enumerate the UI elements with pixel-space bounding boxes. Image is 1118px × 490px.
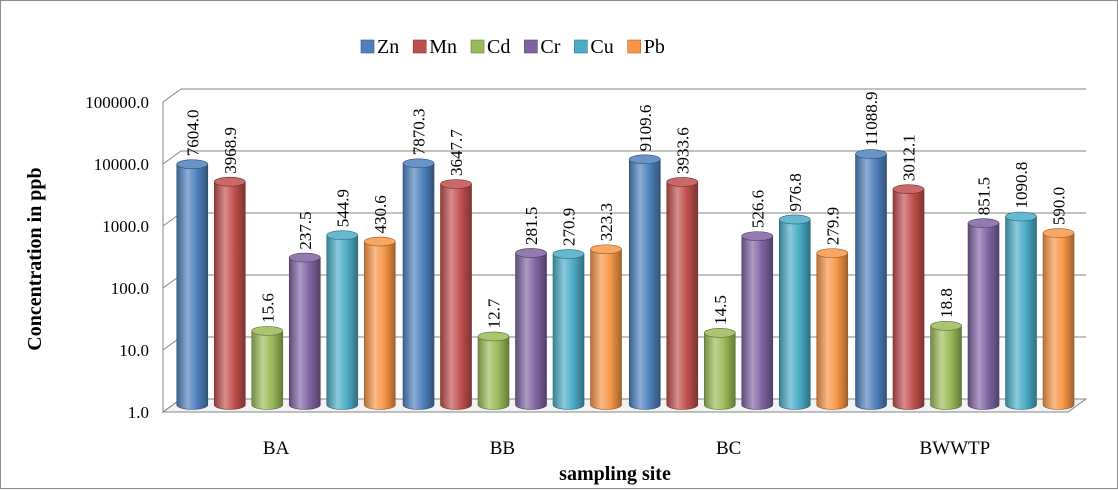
y-tick-label: 100.0 <box>111 279 149 298</box>
data-label-mn-bb: 3647.7 <box>447 129 466 176</box>
bar-cu-bb <box>552 249 585 410</box>
category-label-ba: BA <box>263 438 290 459</box>
bar-cd-bc <box>703 328 736 410</box>
bar-cu-bc <box>778 214 811 410</box>
data-label-cr-ba: 237.5 <box>296 211 315 249</box>
data-label-pb-bc: 279.9 <box>823 207 842 245</box>
data-label-cu-bc: 976.8 <box>786 173 805 211</box>
data-label-cd-bb: 12.7 <box>485 298 504 328</box>
bar-mn-bc <box>666 177 699 410</box>
bar-cu-ba <box>326 230 359 410</box>
legend-item-cd: Cd <box>470 36 510 58</box>
y-tick-label: 1000.0 <box>102 217 149 236</box>
data-label-mn-bwwtp: 3012.1 <box>900 134 919 181</box>
data-label-cr-bwwtp: 851.5 <box>975 177 994 215</box>
legend-swatch <box>574 39 588 54</box>
bar-mn-bwwtp <box>892 184 925 410</box>
y-tick-label: 100000.0 <box>85 93 149 112</box>
legend: Zn Mn Cd Cr Cu Pb <box>360 36 665 58</box>
data-label-cr-bb: 281.5 <box>522 207 541 245</box>
data-label-cu-bwwtp: 1090.8 <box>1012 162 1031 209</box>
data-label-zn-bwwtp: 11088.9 <box>862 91 881 146</box>
bar-cr-bwwtp <box>967 218 1000 410</box>
bar-pb-bwwtp <box>1042 228 1075 410</box>
data-label-pb-bwwtp: 590.0 <box>1050 187 1069 225</box>
bar-zn-ba <box>176 159 209 410</box>
data-label-cu-bb: 270.9 <box>560 208 579 246</box>
data-label-mn-ba: 3968.9 <box>221 127 240 174</box>
data-label-pb-bb: 323.3 <box>597 203 616 241</box>
gridline <box>162 88 1086 103</box>
category-label-bwwtp: BWWTP <box>920 438 991 459</box>
legend-item-pb: Pb <box>627 36 665 58</box>
bar-cd-bwwtp <box>930 321 962 410</box>
legend-item-zn: Zn <box>360 36 399 58</box>
bar-pb-bc <box>816 248 849 410</box>
data-label-zn-ba: 7604.0 <box>183 109 202 156</box>
data-label-mn-bc: 3933.6 <box>673 127 692 174</box>
data-label-zn-bb: 7870.3 <box>410 109 429 156</box>
bar-cr-bb <box>515 248 547 410</box>
bar-zn-bwwtp <box>855 149 887 410</box>
legend-label: Cd <box>487 36 510 58</box>
bar-cr-ba <box>288 252 321 410</box>
y-tick-label: 10.0 <box>119 341 149 360</box>
legend-item-mn: Mn <box>412 36 457 58</box>
bar-cu-bwwtp <box>1005 211 1037 410</box>
bar-pb-bb <box>590 244 622 410</box>
bar-zn-bc <box>628 154 661 410</box>
data-label-cd-bc: 14.5 <box>711 295 730 325</box>
legend-label: Zn <box>377 36 399 58</box>
legend-label: Cr <box>540 36 560 58</box>
category-label-bc: BC <box>716 438 741 459</box>
bar-zn-bb <box>402 158 435 410</box>
legend-swatch <box>470 39 485 54</box>
bar-mn-bb <box>440 179 472 410</box>
y-axis-title: Concentration in ppb <box>24 167 46 350</box>
bar-cd-bb <box>477 331 510 410</box>
legend-swatch <box>412 39 427 54</box>
x-axis-title: sampling site <box>559 463 671 485</box>
bar-cd-ba <box>251 326 284 410</box>
bars <box>176 149 1075 410</box>
bar-pb-ba <box>363 236 396 410</box>
category-labels: BA BB BC BWWTP <box>263 438 990 459</box>
legend-swatch <box>627 39 642 54</box>
category-label-bb: BB <box>490 438 515 459</box>
data-label-cd-bwwtp: 18.8 <box>937 288 956 318</box>
legend-label: Mn <box>429 36 457 58</box>
data-labels: 7604.0 3968.9 15.6 237.5 544.9 430.6 7870.3 364… <box>183 91 1068 328</box>
legend-item-cu: Cu <box>574 36 614 58</box>
data-label-cr-bc: 526.6 <box>748 190 767 228</box>
y-tick-labels: 1.0 10.0 100.0 1000.0 10000.0 100000.0 <box>85 93 149 422</box>
legend-swatch <box>524 39 538 54</box>
y-tick-label: 10000.0 <box>94 155 149 174</box>
data-label-cd-ba: 15.6 <box>258 293 277 323</box>
legend-item-cr: Cr <box>524 36 561 58</box>
data-label-zn-bc: 9109.6 <box>636 105 655 152</box>
data-label-pb-ba: 430.6 <box>371 195 390 233</box>
y-tick-label: 1.0 <box>128 403 149 422</box>
data-label-cu-ba: 544.9 <box>333 189 352 227</box>
legend-swatch <box>360 39 375 54</box>
gridline <box>162 150 1086 165</box>
bar-mn-ba <box>213 176 246 410</box>
bar-cr-bc <box>741 231 774 410</box>
legend-label: Cu <box>590 36 613 58</box>
legend-label: Pb <box>644 36 665 58</box>
